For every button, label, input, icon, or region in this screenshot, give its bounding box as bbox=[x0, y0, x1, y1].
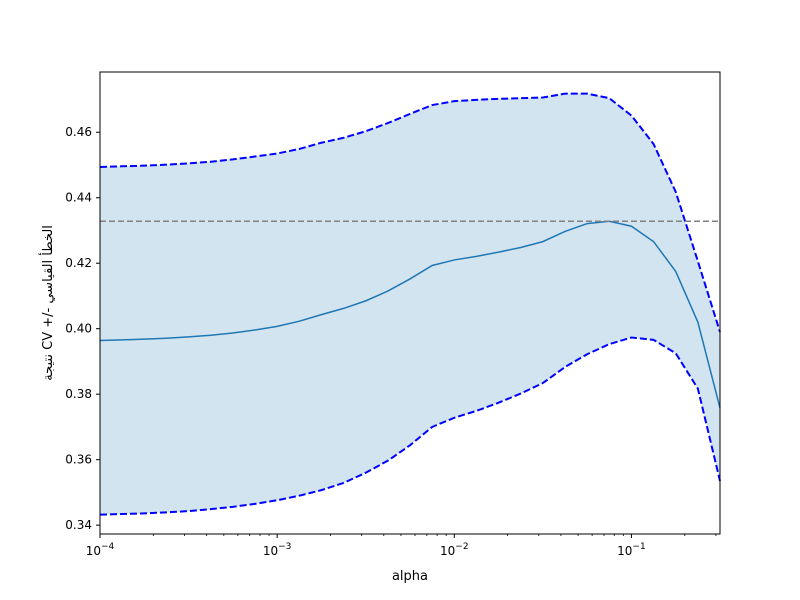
band-area bbox=[100, 93, 721, 515]
y-tick-label: 0.38 bbox=[65, 387, 92, 401]
x-tick-label: 10−3 bbox=[263, 542, 292, 558]
plot-background bbox=[100, 72, 720, 534]
series-lines bbox=[99, 92, 721, 516]
x-axis-label: alpha bbox=[392, 569, 428, 584]
series-line-mean bbox=[99, 220, 721, 409]
plot-frame bbox=[99, 71, 721, 535]
y-axis-label: نتيجة CV +/- الخطأ القياسي bbox=[38, 225, 56, 381]
y-tick-label: 0.34 bbox=[65, 518, 92, 532]
x-tick-label: 10−4 bbox=[86, 542, 115, 558]
std-error-band bbox=[100, 93, 721, 515]
series-line-lower bbox=[99, 336, 721, 516]
y-tick-label: 0.40 bbox=[65, 322, 92, 336]
x-axis: 10−4 10−3 10−2 10−1 bbox=[86, 534, 717, 558]
x-tick-label: 10−2 bbox=[440, 542, 469, 558]
y-axis: 0.34 0.36 0.38 0.40 0.42 0.44 0.46 bbox=[65, 125, 100, 532]
y-tick-label: 0.44 bbox=[65, 191, 92, 205]
y-tick-label: 0.42 bbox=[65, 256, 92, 270]
x-tick-label: 10−1 bbox=[617, 542, 646, 558]
plot-area bbox=[99, 71, 721, 535]
series-line-upper bbox=[99, 92, 721, 333]
y-tick-label: 0.36 bbox=[65, 453, 92, 467]
y-tick-label: 0.46 bbox=[65, 125, 92, 139]
